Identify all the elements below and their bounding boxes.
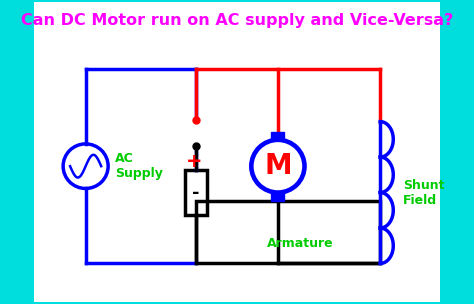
Text: -: - [192,184,200,202]
Text: Can DC Motor run on AC supply and Vice-Versa?: Can DC Motor run on AC supply and Vice-V… [21,13,453,28]
Text: +: + [186,152,202,171]
Bar [271,192,284,201]
Bar [271,132,284,140]
Text: M: M [264,152,292,180]
Bar [196,201,380,264]
Text: AC
Supply: AC Supply [115,152,163,180]
Bar [185,170,207,215]
Text: Armature: Armature [267,237,334,250]
Text: Shunt
Field: Shunt Field [403,178,444,206]
